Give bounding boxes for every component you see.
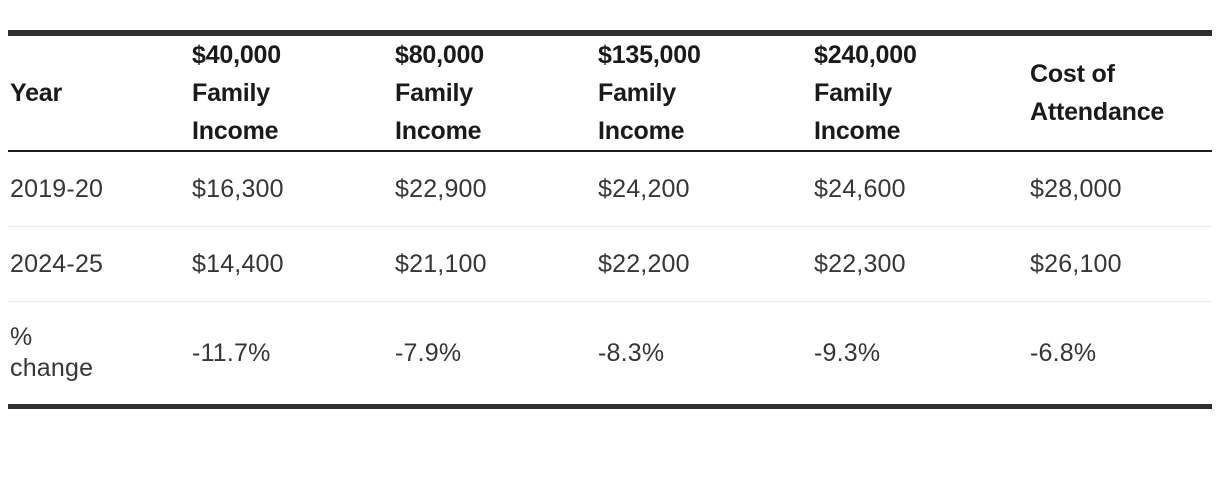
col-header-135k-family-income: $135,000 Family Income <box>596 33 812 152</box>
cell-2024-25-40k: $14,400 <box>192 249 284 278</box>
cell-2024-25-135k: $22,200 <box>598 249 690 278</box>
income-table-container: Year $40,000 Family Income $80,000 Famil… <box>8 30 1212 409</box>
cell-2019-20-cost: $28,000 <box>1030 174 1122 203</box>
col-header-cost-of-attendance: Cost of Attendance <box>1028 33 1212 152</box>
income-table: Year $40,000 Family Income $80,000 Famil… <box>8 30 1212 409</box>
col-header-240k-family-income: $240,000 Family Income <box>812 33 1028 152</box>
cell-change-80k: -7.9% <box>395 338 462 367</box>
cell-2024-25-80k: $21,100 <box>395 249 487 278</box>
table-header: Year $40,000 Family Income $80,000 Famil… <box>8 33 1212 152</box>
col-header-80k-family-income: $80,000 Family Income <box>393 33 596 152</box>
table-row-2024-25: 2024-25 $14,400 $21,100 $22,200 $22,300 … <box>8 227 1212 302</box>
table-row-percent-change: % change -11.7% -7.9% -8.3% -9.3% -6.8% <box>8 302 1212 407</box>
row-label-2024-25: 2024-25 <box>10 249 104 278</box>
cell-change-240k: -9.3% <box>814 338 881 367</box>
cell-change-135k: -8.3% <box>598 338 665 367</box>
cell-2024-25-240k: $22,300 <box>814 249 906 278</box>
col-header-year: Year <box>8 33 190 152</box>
row-label-2019-20: 2019-20 <box>10 174 104 203</box>
cell-2019-20-135k: $24,200 <box>598 174 690 203</box>
cell-2019-20-40k: $16,300 <box>192 174 284 203</box>
cell-change-cost: -6.8% <box>1030 338 1097 367</box>
cell-2024-25-cost: $26,100 <box>1030 249 1122 278</box>
row-label-percent-change: % change <box>10 323 94 382</box>
header-row: Year $40,000 Family Income $80,000 Famil… <box>8 33 1212 152</box>
cell-2019-20-80k: $22,900 <box>395 174 487 203</box>
cell-change-40k: -11.7% <box>192 338 271 367</box>
table-body: 2019-20 $16,300 $22,900 $24,200 $24,600 … <box>8 151 1212 407</box>
table-row-2019-20: 2019-20 $16,300 $22,900 $24,200 $24,600 … <box>8 151 1212 227</box>
cell-2019-20-240k: $24,600 <box>814 174 906 203</box>
col-header-40k-family-income: $40,000 Family Income <box>190 33 393 152</box>
